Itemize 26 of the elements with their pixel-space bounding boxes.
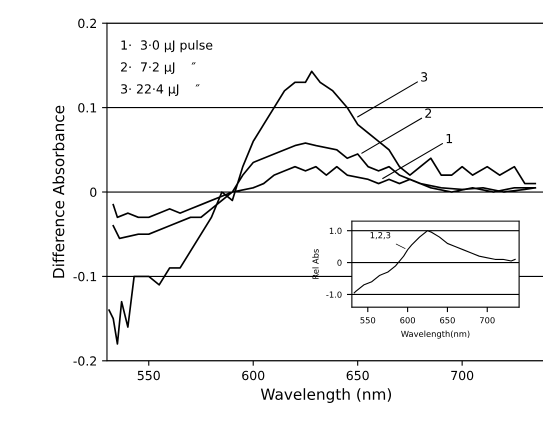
annotation: 1· 3·0 μJ pulse [122, 40, 212, 52]
y-tick-label: -0.1 [73, 272, 96, 282]
x-tick-label: 650 [346, 370, 369, 380]
y-tick-label: -1.0 [326, 291, 342, 298]
x-tick-label: 600 [242, 370, 264, 380]
x-tick-label: 550 [138, 370, 160, 380]
y-tick-label: 0 [90, 187, 96, 197]
y-axis-title: Difference Absorbance [52, 106, 64, 278]
annotation: 3· 22·4 μJ ″ [121, 84, 200, 96]
y-tick-label: 0.2 [78, 18, 96, 28]
y-tick-label: 1.0 [330, 228, 342, 234]
annotation: 1 [446, 134, 452, 144]
x-axis-title: Wavelength(nm) [401, 330, 470, 339]
annotation: 3 [421, 72, 428, 82]
y-tick-label: 0 [337, 260, 342, 266]
text: 1,2,3 [370, 232, 390, 240]
annotation: 2 [425, 108, 432, 118]
y-tick-label: -0.2 [73, 356, 96, 366]
x-tick-label: 600 [400, 317, 416, 324]
x-tick-label: 650 [440, 317, 455, 324]
x-tick-label: 700 [480, 317, 495, 324]
y-tick-label: 0.1 [78, 103, 96, 113]
x-tick-label: 550 [360, 317, 376, 324]
x-axis-title: Wavelength (nm) [260, 388, 392, 403]
x-tick-label: 700 [451, 370, 474, 380]
annotation: 2· 7·2 μJ ″ [121, 62, 196, 74]
